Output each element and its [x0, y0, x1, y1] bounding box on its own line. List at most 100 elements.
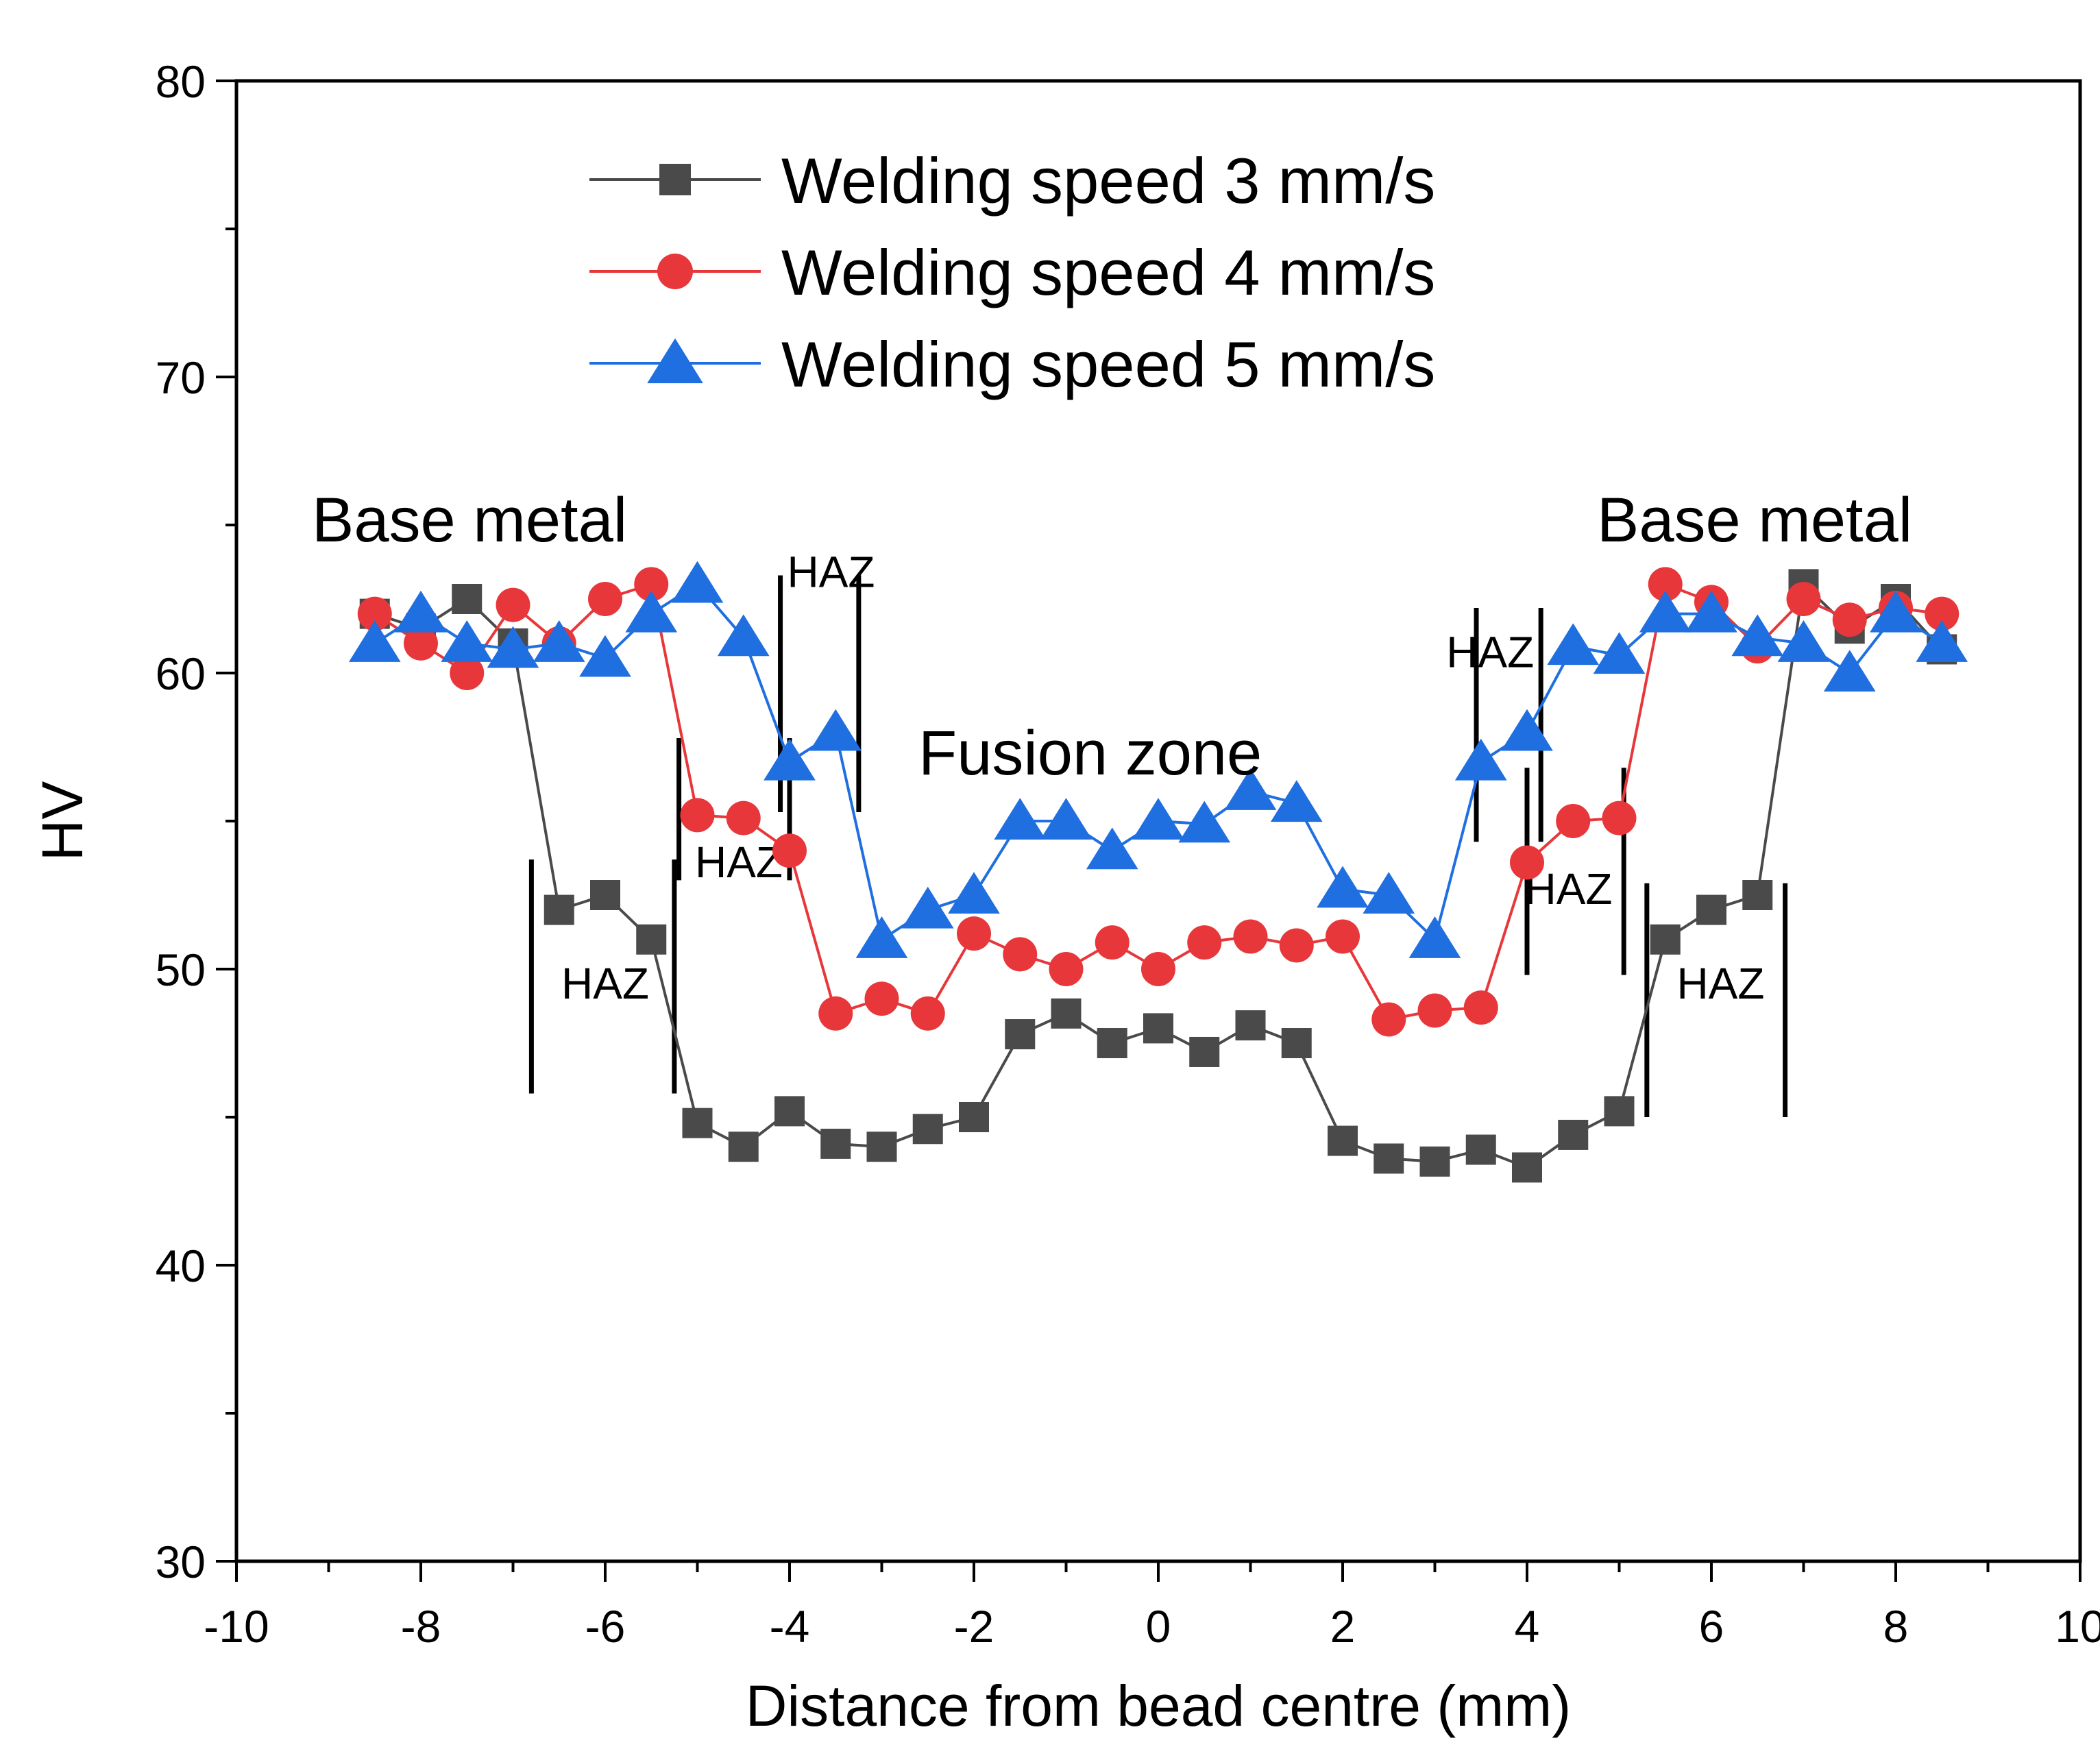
legend-marker [657, 254, 693, 289]
data-point [1132, 798, 1184, 840]
data-point [1558, 1119, 1589, 1150]
x-tick-label: -6 [585, 1601, 626, 1652]
data-point [1510, 845, 1544, 880]
haz-label: HAZ [561, 959, 649, 1008]
data-point [818, 996, 853, 1031]
data-point [820, 1128, 851, 1159]
y-tick-label: 60 [156, 648, 206, 699]
annotations: Base metal Base metal Fusion zone [312, 485, 1912, 788]
data-point [1005, 1019, 1036, 1050]
data-point [717, 614, 770, 657]
data-point [487, 626, 539, 668]
data-point [1650, 924, 1681, 955]
data-point [1463, 990, 1498, 1025]
legend-marker [659, 164, 691, 195]
data-point [1870, 590, 1922, 633]
data-point [901, 886, 954, 929]
data-point [1547, 623, 1600, 665]
data-point [1328, 1125, 1358, 1156]
data-point [1501, 709, 1553, 751]
data-point [1086, 827, 1138, 870]
data-point [533, 620, 585, 662]
x-tick-label: 6 [1699, 1601, 1724, 1652]
data-point [1602, 800, 1637, 835]
data-point [452, 584, 483, 614]
data-point [1419, 1146, 1450, 1177]
data-point [671, 561, 724, 603]
data-point [726, 800, 761, 835]
data-point [1777, 620, 1830, 662]
data-point [1556, 804, 1591, 838]
data-point [994, 798, 1047, 840]
legend-label: Welding speed 5 mm/s [781, 328, 1435, 400]
data-point [809, 709, 862, 751]
data-point [395, 590, 447, 633]
series-3 [348, 561, 1968, 958]
haz-label: HAZ [695, 838, 783, 887]
data-point [1408, 916, 1461, 958]
data-point [1270, 780, 1323, 822]
data-point [682, 1108, 713, 1138]
legend-item-2: Welding speed 4 mm/s [589, 236, 1435, 308]
y-tick-label: 30 [156, 1537, 206, 1587]
data-point [764, 738, 816, 781]
data-point [1648, 567, 1683, 602]
data-point [1639, 590, 1692, 633]
series-layer [348, 561, 1968, 1183]
y-tick-label: 50 [156, 944, 206, 995]
x-tick-label: -2 [954, 1601, 994, 1652]
data-point [1823, 650, 1876, 692]
data-point [1742, 880, 1773, 910]
data-point [1371, 1002, 1406, 1037]
data-point [680, 798, 715, 833]
data-point [588, 582, 622, 616]
data-point [866, 1132, 897, 1162]
y-tick-label: 80 [156, 56, 206, 107]
x-tick-label: 4 [1515, 1601, 1540, 1652]
data-point [357, 596, 392, 631]
legend-item-3: Welding speed 5 mm/s [589, 328, 1435, 400]
y-axis-title: HV [30, 781, 95, 861]
haz-marker-6: HAZ [1644, 883, 1788, 1117]
axes: -10 -8 -6 -4 -2 0 2 4 6 8 10 30 40 50 60 70 80 [156, 56, 2100, 1652]
x-tick-label: -10 [204, 1601, 269, 1652]
data-point [1786, 582, 1821, 616]
data-point [948, 872, 1000, 914]
haz-marker-4: HAZ [1446, 607, 1543, 842]
fusion-zone-label: Fusion zone [918, 718, 1262, 788]
data-point [1604, 1096, 1635, 1127]
haz-marker-1: HAZ [528, 859, 677, 1094]
data-point [1279, 928, 1314, 963]
legend-label: Welding speed 3 mm/s [781, 145, 1435, 217]
data-point [1916, 620, 1968, 662]
data-point [1465, 1134, 1496, 1165]
legend-item-1: Welding speed 3 mm/s [589, 145, 1435, 217]
data-point [1696, 894, 1726, 925]
data-point [1003, 937, 1038, 972]
data-point [496, 587, 530, 622]
data-point [348, 620, 401, 662]
y-tick-label: 40 [156, 1240, 206, 1291]
x-tick-label: 8 [1883, 1601, 1909, 1652]
base-metal-right-label: Base metal [1597, 485, 1912, 555]
data-point [404, 626, 438, 661]
data-point [1051, 998, 1082, 1029]
base-metal-left-label: Base metal [312, 485, 627, 555]
data-point [1049, 952, 1084, 986]
x-axis-title: Distance from bead centre (mm) [746, 1674, 1571, 1738]
data-point [1832, 602, 1867, 637]
data-point [634, 567, 669, 602]
data-point [1178, 800, 1231, 843]
data-point [544, 894, 574, 925]
data-point [441, 620, 493, 662]
data-point [1235, 1010, 1266, 1041]
haz-label: HAZ [788, 548, 875, 597]
data-point [1685, 590, 1737, 633]
y-tick-label: 70 [156, 352, 206, 403]
data-point [1097, 1028, 1127, 1058]
legend-marker [647, 338, 703, 384]
data-point [959, 1102, 989, 1132]
x-tick-label: 0 [1146, 1601, 1171, 1652]
data-point [728, 1132, 759, 1162]
data-point [1363, 872, 1415, 914]
